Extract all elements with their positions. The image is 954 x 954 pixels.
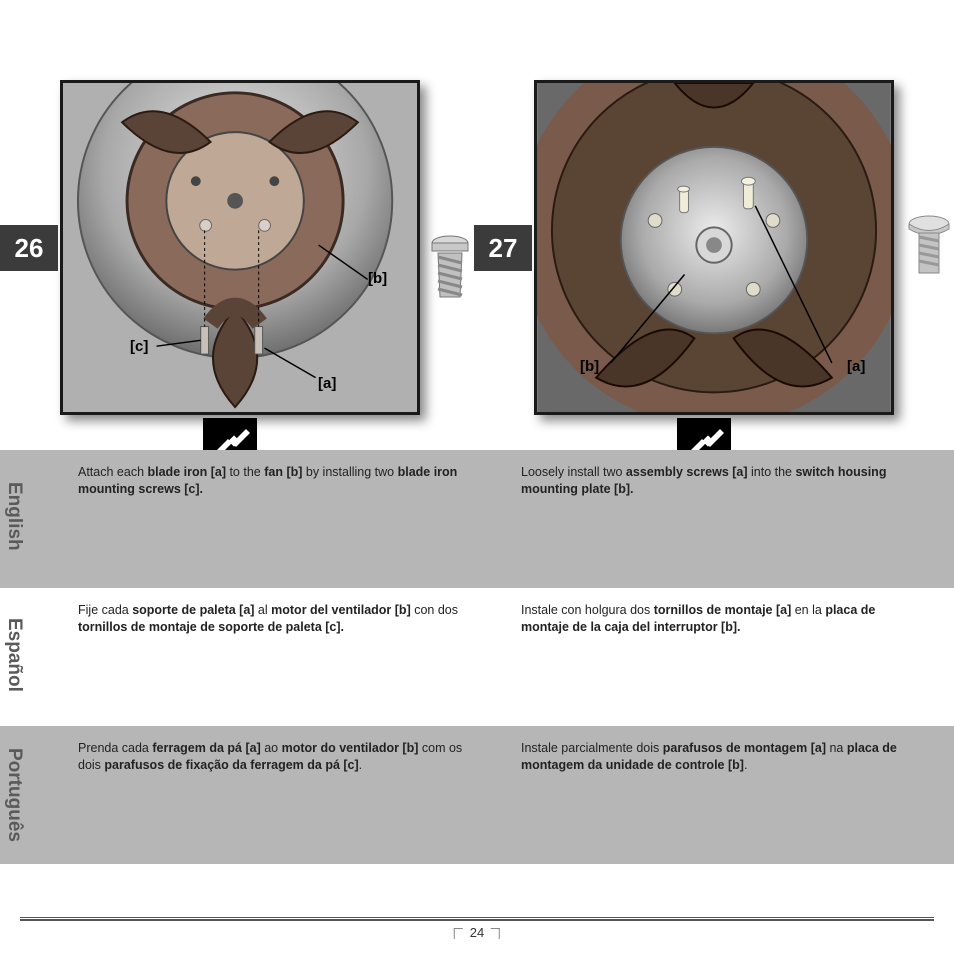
step-number-27: 27: [474, 225, 532, 271]
callout-26-a: [a]: [318, 375, 336, 392]
callout-27-a: [a]: [847, 358, 865, 375]
band-english: English Attach each blade iron [a] to th…: [0, 450, 954, 588]
text-27-portugues: Instale parcialmente dois parafusos de m…: [521, 740, 914, 774]
screw-icon-26: [428, 235, 472, 308]
callout-26-b: [b]: [368, 270, 387, 287]
lang-label-english: English: [3, 482, 25, 551]
band-portugues: Português Prenda cada ferragem da pá [a]…: [0, 726, 954, 864]
instruction-bands: English Attach each blade iron [a] to th…: [0, 450, 954, 864]
figure-27: 27: [512, 40, 916, 470]
text-27-english: Loosely install two assembly screws [a] …: [521, 464, 914, 498]
figures-row: 26: [38, 40, 916, 470]
screw-icon-27: [907, 215, 951, 282]
band-espanol: Español Fije cada soporte de paleta [a] …: [0, 588, 954, 726]
page-number: 24: [462, 925, 492, 940]
footer-rule-thick: [20, 919, 934, 921]
callout-26-c: [c]: [130, 338, 148, 355]
text-26-portugues: Prenda cada ferragem da pá [a] ao motor …: [78, 740, 471, 774]
text-27-espanol: Instale con holgura dos tornillos de mon…: [521, 602, 914, 636]
manual-page: 26: [0, 0, 954, 954]
footer-rule-thin: [20, 917, 934, 918]
callout-27-b: [b]: [580, 358, 599, 375]
text-26-english: Attach each blade iron [a] to the fan [b…: [78, 464, 471, 498]
step-number-26: 26: [0, 225, 58, 271]
illustration-26: [60, 80, 420, 415]
figure-26: 26: [38, 40, 442, 470]
lang-label-espanol: Español: [3, 618, 25, 692]
lang-label-portugues: Português: [3, 748, 25, 842]
text-26-espanol: Fije cada soporte de paleta [a] al motor…: [78, 602, 471, 636]
